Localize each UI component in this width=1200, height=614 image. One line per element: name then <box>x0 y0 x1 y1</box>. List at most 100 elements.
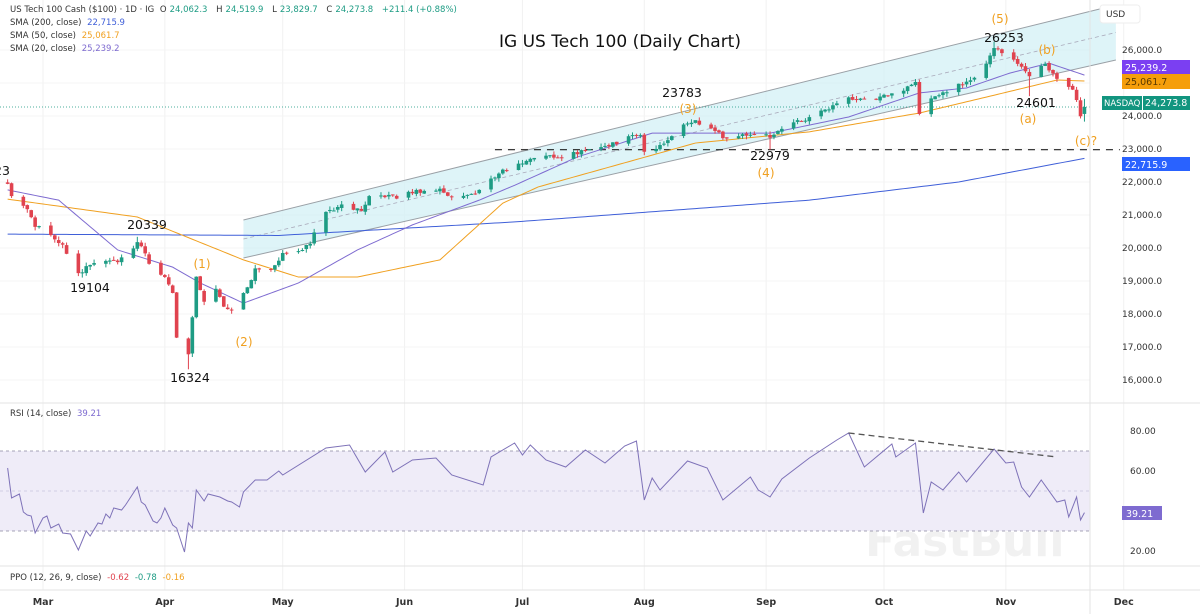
currency-box[interactable] <box>1099 4 1141 24</box>
rsi-value: 39.21 <box>76 409 102 419</box>
ppo-legend[interactable]: PPO (12, 26, 9, close) -0.62 -0.78 -0.16 <box>10 573 188 583</box>
candle-body <box>721 131 725 139</box>
candle-body <box>1082 106 1087 114</box>
candle-body <box>351 203 356 210</box>
close-value: 24,273.8 <box>335 5 374 15</box>
candle-body <box>630 135 635 137</box>
rsi-legend[interactable]: RSI (14, close) 39.21 <box>10 409 104 419</box>
rsi-line <box>7 432 1085 553</box>
candle-body <box>449 196 454 198</box>
candle-body <box>626 136 631 144</box>
candle-body <box>312 232 316 244</box>
ppo-value-1: -0.62 <box>107 573 130 583</box>
sma20-legend[interactable]: SMA (20, close) 25,239.2 <box>10 44 123 54</box>
sma200-badge <box>1122 157 1190 171</box>
candle-body <box>941 92 945 96</box>
sma200-label: SMA (200, close) <box>10 18 82 28</box>
candle-body <box>504 170 509 172</box>
candle-body <box>768 134 772 138</box>
channel-fill <box>243 4 1116 258</box>
candle-body <box>960 84 965 86</box>
candle-body <box>795 120 800 122</box>
symbol-legend[interactable]: US Tech 100 Cash ($100) · 1D · IG O 24,06… <box>10 5 460 15</box>
candle-body <box>33 217 37 227</box>
rsi-pane <box>0 432 1090 553</box>
candle-body <box>328 209 332 212</box>
sma200-value: 22,715.9 <box>87 18 125 28</box>
candle-body <box>5 182 10 184</box>
rsi-label: RSI (14, close) <box>10 409 72 419</box>
candle-body <box>56 240 61 244</box>
symbol-badge-label: NASDAQ <box>1104 99 1141 109</box>
candle-body <box>964 81 969 85</box>
sma20-badge <box>1122 60 1190 74</box>
price-label: 23783 <box>662 85 702 100</box>
channel-lower-line <box>243 59 1117 259</box>
price-axis[interactable]: USD 26,000.0 24,000.0 23,000.0 22,000.0 21,0… <box>1099 4 1162 557</box>
candle-body <box>1000 49 1004 54</box>
high-label: H <box>216 5 223 15</box>
candle-body <box>414 189 419 194</box>
rsi-badge-value: 39.21 <box>1126 509 1153 520</box>
rsi-tick-label: 20.00 <box>1130 547 1156 557</box>
candle-body <box>249 280 254 289</box>
candle-body <box>913 81 918 86</box>
candle-body <box>681 124 686 137</box>
candle-body <box>170 285 175 293</box>
candle-body <box>1070 85 1075 90</box>
chart-title: IG US Tech 100 (Daily Chart) <box>499 32 741 52</box>
open-value: 24,062.3 <box>169 5 208 15</box>
candle-body <box>713 127 717 131</box>
change-value: +211.4 (+0.88%) <box>381 5 457 15</box>
open-label: O <box>159 5 167 15</box>
sma50-legend[interactable]: SMA (50, close) 25,061.7 <box>10 31 123 41</box>
candle-body <box>135 242 140 249</box>
candle-body <box>827 109 831 111</box>
candle-body <box>634 134 639 136</box>
sma200-legend[interactable]: SMA (200, close) 22,715.9 <box>10 18 128 28</box>
channel-upper-line <box>243 4 1117 221</box>
candle-body <box>662 143 666 145</box>
candle-body <box>599 147 603 150</box>
candle-body <box>64 245 69 254</box>
candle-body <box>725 137 729 139</box>
last-price-value: 24,273.8 <box>1145 98 1187 109</box>
candle-body <box>9 183 14 197</box>
price-label: 22979 <box>750 148 790 163</box>
candle-body <box>901 90 906 94</box>
candle-body <box>556 157 560 159</box>
price-badges: 25,239.2 25,061.7 NASDAQ 24,273.8 22,715… <box>1102 60 1190 520</box>
candle-body <box>854 99 859 101</box>
sma200-line <box>7 157 1085 236</box>
sma50-label: SMA (50, close) <box>10 31 76 41</box>
candle-body <box>339 204 344 208</box>
candle-body <box>666 140 670 144</box>
candle-body <box>587 149 592 151</box>
symbol-badge <box>1102 96 1142 110</box>
candle-body <box>473 193 478 195</box>
candle-body <box>147 254 151 264</box>
candle-body <box>1011 52 1016 60</box>
candle-body <box>984 63 988 78</box>
candle-body <box>418 189 423 193</box>
candle-body <box>516 163 521 171</box>
candle-body <box>1015 59 1020 64</box>
candle-body <box>273 265 277 270</box>
candle-body <box>1055 73 1059 79</box>
time-axis[interactable]: Mar Apr May Jun Jul Aug Sep Oct Nov Dec <box>33 597 1134 608</box>
month-label: Aug <box>634 597 655 608</box>
currency-label: USD <box>1106 10 1125 20</box>
candle-body <box>202 290 206 302</box>
candle-body <box>968 80 973 82</box>
rsi-divergence-line <box>848 432 1058 458</box>
candle-body <box>139 242 144 247</box>
candle-body <box>88 264 92 267</box>
candle-body <box>445 192 450 196</box>
candle-body <box>878 96 882 101</box>
candle-body <box>225 307 230 310</box>
candle-body <box>390 194 395 196</box>
sma20-badge-value: 25,239.2 <box>1125 63 1167 74</box>
candle-body <box>791 122 796 129</box>
candle-body <box>383 195 387 198</box>
